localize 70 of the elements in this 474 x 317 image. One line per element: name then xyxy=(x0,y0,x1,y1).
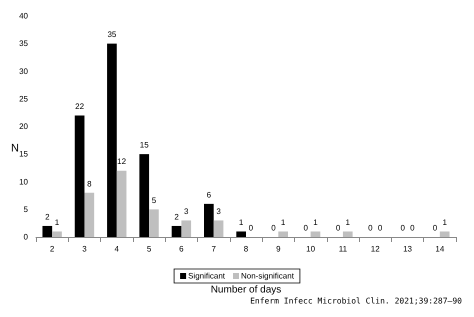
y-tick-label: 10 xyxy=(19,177,29,186)
bar xyxy=(149,209,159,237)
x-tick-label: 3 xyxy=(82,244,88,254)
data-label: 1 xyxy=(280,218,286,227)
data-label: 35 xyxy=(107,30,117,40)
data-label: 1 xyxy=(346,218,351,227)
y-tick-label: 40 xyxy=(19,12,29,20)
y-tick-label: 30 xyxy=(19,66,29,76)
y-tick-label: 15 xyxy=(19,150,29,159)
x-tick-label: 2 xyxy=(50,244,55,254)
bar xyxy=(116,170,126,237)
y-tick-label: 25 xyxy=(19,94,29,104)
data-label: 0 xyxy=(271,224,276,232)
legend-label: Non-significant xyxy=(241,272,295,280)
bar xyxy=(310,231,320,237)
x-tick-label: 12 xyxy=(370,244,380,254)
y-tick-label: 20 xyxy=(19,122,29,131)
x-tick-label: 7 xyxy=(211,244,216,254)
x-tick-label: 11 xyxy=(338,244,348,254)
data-label: 0 xyxy=(248,224,254,232)
data-label: 2 xyxy=(174,212,180,222)
y-tick-label: 0 xyxy=(24,232,29,242)
data-label: 0 xyxy=(400,224,406,232)
bar xyxy=(172,226,182,237)
data-label: 1 xyxy=(313,218,318,227)
data-label: 3 xyxy=(184,206,190,216)
bar xyxy=(52,231,62,237)
data-label: 0 xyxy=(432,224,438,232)
bar xyxy=(440,231,450,237)
bar xyxy=(236,231,246,237)
x-tick-label: 10 xyxy=(306,244,316,254)
data-label: 22 xyxy=(75,102,85,111)
bar xyxy=(181,220,192,237)
bar xyxy=(84,192,94,237)
data-label: 5 xyxy=(152,196,157,205)
bar xyxy=(342,231,353,237)
data-label: 1 xyxy=(54,218,60,227)
bar xyxy=(107,44,117,237)
data-label: 8 xyxy=(87,179,92,188)
legend-label: Significant xyxy=(188,272,226,280)
x-axis-title: Number of days xyxy=(210,284,282,296)
data-label: 0 xyxy=(378,224,383,232)
bar xyxy=(204,204,214,237)
bar xyxy=(214,220,224,237)
data-label: 3 xyxy=(216,206,222,216)
x-tick-label: 6 xyxy=(179,244,184,254)
data-label: 2 xyxy=(45,212,50,222)
bar xyxy=(278,231,288,237)
data-label: 0 xyxy=(304,224,309,232)
data-label: 12 xyxy=(117,157,127,166)
y-tick-label: 5 xyxy=(24,204,29,214)
y-tick-label: 35 xyxy=(19,39,29,48)
text: Enferm Infecc Microbiol Clin. 2021;39:287–90 xyxy=(250,296,462,306)
x-tick-label: 8 xyxy=(244,244,249,254)
bar xyxy=(42,226,52,237)
data-label: 6 xyxy=(206,190,212,200)
y-axis-title: N xyxy=(11,142,19,154)
x-tick-label: 14 xyxy=(435,244,445,254)
bar xyxy=(139,154,150,237)
x-tick-label: 13 xyxy=(403,244,413,254)
data-label: 1 xyxy=(442,218,448,227)
x-tick-label: 5 xyxy=(146,244,152,254)
bar xyxy=(74,115,84,237)
data-label: 15 xyxy=(140,140,150,150)
data-label: 0 xyxy=(410,224,416,232)
x-tick-label: 4 xyxy=(114,244,120,254)
x-tick-label: 9 xyxy=(276,244,282,254)
data-label: 1 xyxy=(238,218,244,227)
data-label: 0 xyxy=(368,224,374,232)
data-label: 0 xyxy=(336,224,341,232)
